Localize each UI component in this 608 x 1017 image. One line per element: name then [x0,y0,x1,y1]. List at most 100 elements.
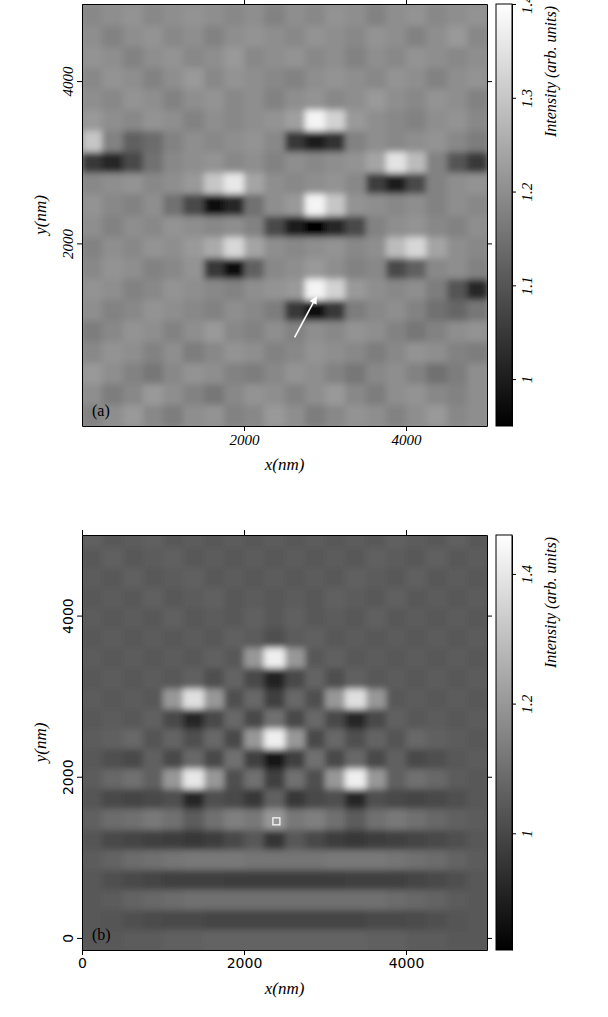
heatmap-cell [467,587,487,608]
heatmap-cell [183,25,204,47]
heatmap-cell [467,173,487,195]
heatmap-cell [285,405,306,426]
heatmap-cell [467,278,487,300]
y-axis: 020004000 [60,536,83,951]
colorbar [496,535,512,950]
heatmap-cell [224,535,245,548]
heatmap-cell [366,25,387,47]
heatmap-cell [386,152,407,174]
heatmap-cell [366,728,387,749]
heatmap-cell [305,910,326,931]
heatmap-cell [447,299,468,321]
tick: 1.4 [512,565,535,584]
heatmap-cell [82,648,103,669]
axis-line [487,5,488,427]
axis-line [83,535,488,536]
axis-line [83,4,488,5]
heatmap-cell [285,829,306,850]
heatmap-cell [224,567,245,588]
heatmap-cell [386,299,407,321]
heatmap-cell [244,363,265,385]
panel-label: (a) [92,402,110,420]
heatmap-cell [426,46,447,68]
heatmap-cell [366,587,387,608]
heatmap-cell [264,110,285,132]
heatmap-cell [285,769,306,790]
heatmap-cell [123,25,144,47]
heatmap-cell [143,215,164,237]
heatmap-cell [305,628,326,649]
heatmap-cell [467,88,487,110]
tick: 0 [78,950,87,971]
heatmap-cell [82,789,103,810]
heatmap-cell [406,910,427,931]
heatmap-cell [82,88,103,110]
heatmap-cell [123,110,144,132]
heatmap-cell [366,869,387,890]
heatmap-cell [366,688,387,709]
heatmap-cell [264,789,285,810]
heatmap-cell [264,384,285,406]
heatmap-cell [285,363,306,385]
heatmap-cell [386,849,407,870]
heatmap-cell [224,587,245,608]
heatmap-cell [467,25,487,47]
heatmap-cell [82,769,103,790]
heatmap-cell [123,849,144,870]
heatmap-cell [406,131,427,153]
heatmap-cell [305,587,326,608]
heatmap-cell [82,25,103,47]
heatmap-cell [406,67,427,89]
heatmap-cell [386,749,407,770]
heatmap-cell [345,869,366,890]
heatmap-cell [183,88,204,110]
heatmap-cell [102,587,123,608]
heatmap-cell [163,849,184,870]
heatmap-cell [406,930,427,950]
heatmap-cell [467,4,487,26]
heatmap-cell [426,405,447,426]
heatmap-cell [325,152,346,174]
heatmap-cell [244,4,265,26]
heatmap-cell [163,648,184,669]
heatmap-cell [305,769,326,790]
heatmap-cell [143,299,164,321]
heatmap-cell [204,236,225,258]
heatmap-cell [224,405,245,426]
heatmap-cell [163,688,184,709]
heatmap-cell [467,46,487,68]
tick [244,530,245,535]
heatmap-cell [224,708,245,729]
heatmap-cell [224,342,245,364]
heatmap-cell [467,299,487,321]
heatmap-cell [183,342,204,364]
heatmap-cell [406,728,427,749]
heatmap-cell [123,728,144,749]
heatmap-cell [447,131,468,153]
heatmap-cell [143,236,164,258]
heatmap-cell [406,769,427,790]
heatmap-cell [447,749,468,770]
heatmap-cell [244,405,265,426]
heatmap-cell [285,809,306,830]
heatmap-cell [264,535,285,548]
heatmap-cell [163,547,184,568]
heatmap-cell [386,257,407,279]
heatmap-cell [345,608,366,629]
heatmap-cell [467,342,487,364]
heatmap-cell [264,910,285,931]
heatmap-cell [102,173,123,195]
heatmap-cell [123,930,144,950]
heatmap-cell [305,849,326,870]
heatmap-cell [264,278,285,300]
heatmap-cell [426,910,447,931]
heatmap-cell [143,257,164,279]
heatmap-cell [183,809,204,830]
heatmap-cell [447,110,468,132]
heatmap-cell [204,890,225,911]
heatmap-cell [467,809,487,830]
heatmap-cell [123,236,144,258]
heatmap-cell [366,535,387,548]
heatmap-cell [386,25,407,47]
heatmap-cell [264,46,285,68]
